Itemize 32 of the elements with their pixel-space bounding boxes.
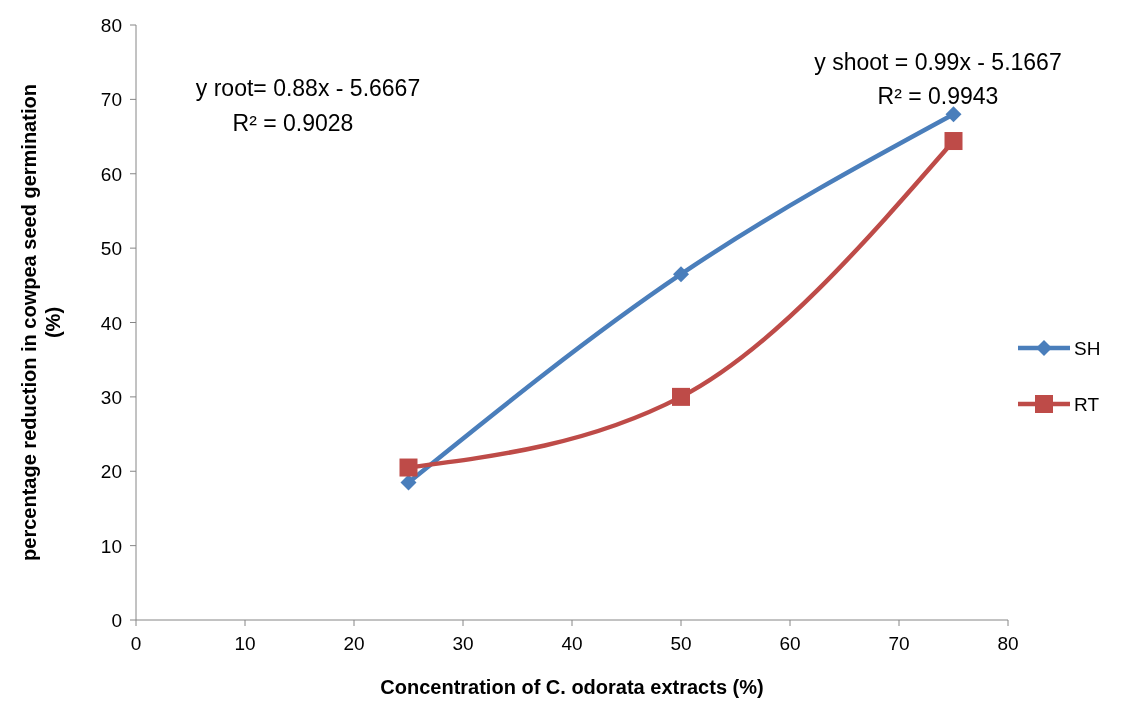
y-tick-label: 50 [100,238,122,260]
point [673,266,689,283]
legend-label: RT [1074,394,1100,415]
annotation: y shoot = 0.99x - 5.1667 [814,49,1062,75]
y-axis-title: percentage reduction in cowpea seed germination (%) [18,84,64,561]
point [400,474,417,491]
point [672,387,690,406]
x-axis-title: Concentration of C. odorata extracts (%) [380,676,764,698]
x-tick-label: 20 [343,633,365,654]
y-tick-label: 20 [100,461,122,483]
point [399,458,418,477]
x-tick-label: 50 [670,633,692,654]
y-tick-label: 70 [100,89,122,111]
point [944,132,963,151]
x-tick-label: 30 [452,633,474,654]
x-tick-label: 70 [888,633,910,654]
point [945,106,962,123]
y-tick-label: 30 [100,386,122,408]
annotation: R² = 0.9028 [232,110,354,136]
y-tick-label: 0 [111,610,122,631]
y-tick-label: 60 [100,163,122,185]
y-tick-label: 10 [100,535,122,557]
x-tick-label: 0 [130,633,142,654]
legend-label: SH [1074,338,1101,359]
x-tick-label: 40 [561,633,583,654]
x-tick-label: 60 [779,633,801,654]
x-tick-label: 10 [234,633,256,654]
y-tick-label: 80 [100,15,122,36]
x-tick-label: 80 [997,633,1019,654]
annotation: R² = 0.9943 [877,83,999,109]
y-tick-label: 40 [100,312,122,334]
annotation: y root= 0.88x - 5.6667 [195,75,421,101]
